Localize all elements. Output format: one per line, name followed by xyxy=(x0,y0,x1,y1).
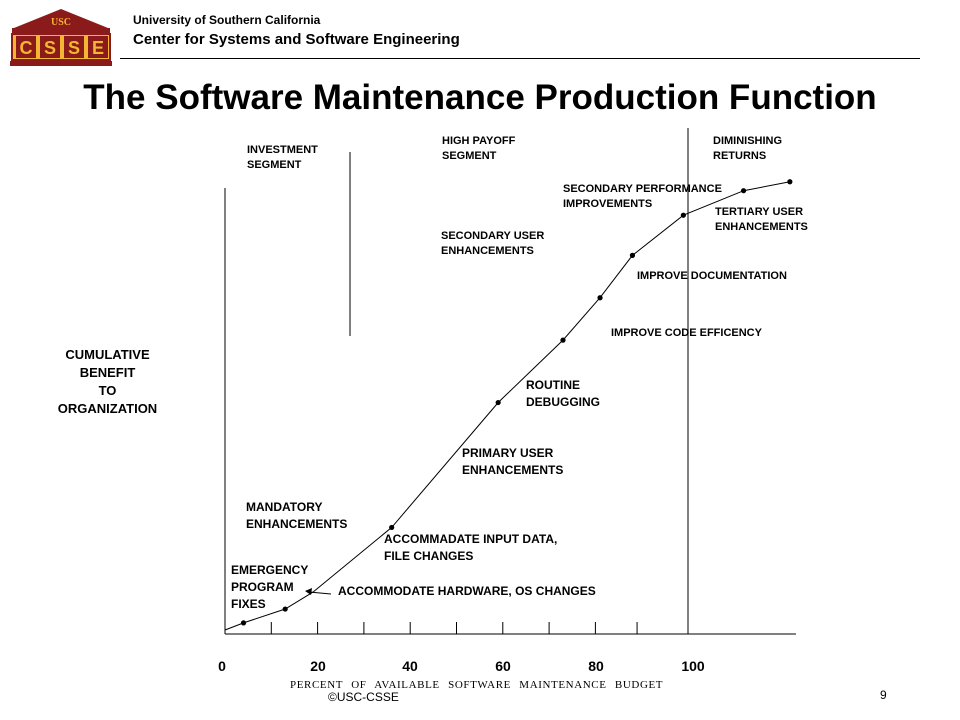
data-point xyxy=(240,620,247,626)
annotation-improve-code: IMPROVE CODE EFFICENCY xyxy=(611,327,762,339)
annotation-emergency-fixes: EMERGENCY PROGRAM FIXES xyxy=(231,563,309,611)
data-point xyxy=(787,179,793,185)
segment-label-diminishing-returns: DIMINISHING RETURNS xyxy=(713,135,783,162)
annotation-routine-debugging: ROUTINE DEBUGGING xyxy=(526,378,601,409)
annotation-arrow-line xyxy=(308,591,332,595)
x-tick-label-80: 80 xyxy=(588,658,604,674)
csse-logo: USC C S S E xyxy=(10,9,112,66)
annotation-arrow-head xyxy=(305,588,312,595)
x-tick-label-20: 20 xyxy=(310,658,326,674)
x-axis-label: PERCENT OF AVAILABLE SOFTWARE MAINTENANC… xyxy=(290,679,664,691)
data-point xyxy=(740,188,747,194)
annotation-hardware-os: ACCOMMODATE HARDWARE, OS CHANGES xyxy=(338,584,596,598)
annotation-primary-user: PRIMARY USER ENHANCEMENTS xyxy=(462,446,564,477)
x-tick-label-100: 100 xyxy=(681,658,705,674)
x-tick-label-0: 0 xyxy=(218,658,226,674)
data-point xyxy=(680,212,686,218)
x-tick-label-60: 60 xyxy=(495,658,511,674)
logo-usc-text: USC xyxy=(51,17,71,28)
slide-title: The Software Maintenance Production Func… xyxy=(83,78,877,117)
annotation-improve-documentation: IMPROVE DOCUMENTATION xyxy=(637,270,787,282)
center-name: Center for Systems and Software Engineer… xyxy=(133,31,460,48)
segment-label-investment: INVESTMENT SEGMENT xyxy=(247,144,318,171)
data-point xyxy=(389,524,395,531)
data-point xyxy=(495,399,501,406)
annotation-input-data: ACCOMMADATE INPUT DATA, FILE CHANGES xyxy=(384,532,558,563)
logo-letter-e: E xyxy=(92,38,104,58)
logo-letter-c: C xyxy=(20,38,33,58)
data-point xyxy=(560,337,566,343)
annotation-secondary-performance: SECONDARY PERFORMANCE IMPROVEMENTS xyxy=(563,183,722,210)
copyright-footer: ©USC-CSSE xyxy=(328,690,399,704)
logo-letter-s2: S xyxy=(68,38,80,58)
annotation-mandatory: MANDATORY ENHANCEMENTS xyxy=(246,500,348,531)
data-point xyxy=(597,295,603,301)
page-number: 9 xyxy=(880,688,887,702)
logo-letter-s1: S xyxy=(44,38,56,58)
production-function-curve xyxy=(224,181,790,631)
university-name: University of Southern California xyxy=(133,13,321,27)
x-tick-label-40: 40 xyxy=(402,658,418,674)
header-divider xyxy=(120,58,920,59)
segment-label-high-payoff: HIGH PAYOFF SEGMENT xyxy=(442,135,516,162)
annotation-secondary-user: SECONDARY USER ENHANCEMENTS xyxy=(441,230,545,257)
y-axis-label: CUMULATIVE BENEFIT TO ORGANIZATION xyxy=(57,347,158,416)
annotation-tertiary-user: TERTIARY USER ENHANCEMENTS xyxy=(715,206,808,233)
data-point xyxy=(629,252,636,258)
data-point xyxy=(282,606,288,612)
